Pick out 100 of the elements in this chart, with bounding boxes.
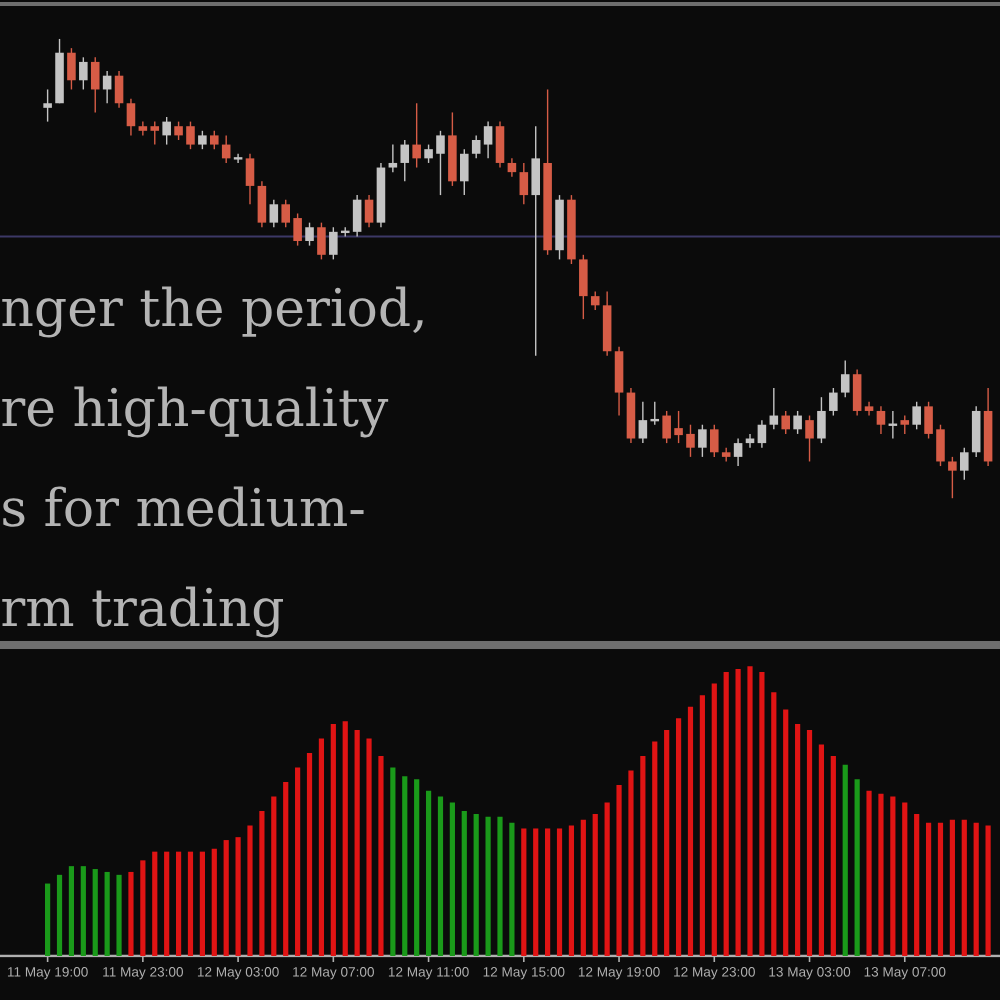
bar — [104, 871, 110, 956]
bar — [925, 822, 932, 956]
candlestick — [483, 120, 493, 160]
candlestick — [864, 401, 874, 417]
bar — [640, 756, 646, 956]
candlestick — [614, 345, 624, 417]
candlestick — [733, 437, 743, 467]
bar — [545, 828, 551, 956]
candlestick — [793, 410, 802, 435]
bar — [211, 848, 217, 956]
bar — [306, 753, 313, 956]
candlestick — [400, 139, 410, 183]
candlestick — [900, 414, 910, 435]
candlestick — [495, 120, 505, 169]
bar — [687, 706, 694, 956]
bar — [283, 782, 289, 956]
candlestick — [388, 143, 398, 173]
bar — [437, 796, 444, 956]
candlestick — [460, 148, 469, 196]
bar — [485, 816, 491, 956]
bar — [521, 828, 527, 956]
annotation: nger the period, — [2, 286, 423, 338]
candlestick — [412, 102, 421, 169]
bar — [56, 874, 63, 956]
bar — [402, 776, 408, 956]
candlestick — [257, 180, 267, 228]
bar — [878, 793, 884, 956]
bar — [497, 816, 503, 956]
bar — [973, 822, 979, 956]
bar — [842, 764, 848, 956]
candlestick — [245, 153, 255, 205]
candlestick — [305, 221, 314, 247]
candlestick — [364, 194, 374, 228]
bar — [223, 840, 229, 956]
bar — [318, 738, 325, 956]
bar — [628, 770, 634, 956]
bar — [199, 851, 205, 956]
bar — [795, 724, 801, 956]
candlestick — [67, 47, 76, 91]
bar — [961, 819, 967, 956]
bar — [985, 825, 991, 956]
text: rm trading — [2, 586, 283, 638]
bar — [914, 813, 920, 956]
bar — [949, 819, 955, 956]
candlestick — [590, 290, 600, 311]
bar — [247, 825, 253, 956]
candlestick — [448, 111, 457, 187]
bar — [675, 718, 682, 956]
bar — [783, 709, 789, 956]
bar — [747, 666, 753, 956]
candlestick — [757, 419, 767, 449]
bar — [68, 866, 75, 956]
annotation: re high-quality — [2, 386, 389, 438]
bar — [604, 802, 610, 956]
bar — [890, 796, 896, 956]
bar — [152, 851, 158, 956]
candlestick — [852, 368, 862, 417]
candlestick — [114, 70, 124, 109]
candlestick — [912, 401, 921, 431]
bar — [295, 767, 301, 956]
bar — [425, 790, 432, 956]
bar — [116, 874, 122, 956]
bar — [937, 822, 944, 956]
bar — [187, 851, 194, 956]
candlestick — [198, 130, 207, 150]
candlestick — [829, 387, 838, 417]
bar — [449, 802, 455, 956]
bar — [330, 724, 336, 956]
candlestick — [817, 396, 826, 444]
candlestick — [805, 414, 814, 463]
candlestick — [210, 130, 219, 150]
bar — [902, 802, 908, 956]
bar — [509, 822, 515, 956]
bar — [533, 828, 539, 956]
candlestick — [579, 254, 588, 320]
bar — [830, 756, 836, 956]
bar — [664, 729, 670, 956]
bar — [259, 811, 265, 956]
candlestick — [971, 405, 981, 458]
bar — [723, 671, 729, 956]
bar — [568, 825, 575, 956]
bar — [390, 767, 396, 956]
bar — [140, 860, 146, 956]
bar — [759, 671, 765, 956]
candlestick — [233, 153, 243, 164]
candlestick — [531, 125, 540, 357]
bar — [818, 744, 825, 956]
candlestick — [519, 162, 529, 205]
bar — [175, 851, 182, 956]
candlestick — [317, 221, 326, 261]
candlestick — [162, 116, 171, 146]
candlestick — [781, 410, 790, 435]
candlestick — [79, 56, 88, 91]
candlestick — [876, 405, 886, 435]
candlestick — [90, 56, 100, 114]
bar — [461, 811, 467, 956]
bar — [806, 729, 813, 956]
bar — [735, 669, 741, 956]
bar — [616, 784, 622, 956]
bar — [164, 851, 170, 956]
